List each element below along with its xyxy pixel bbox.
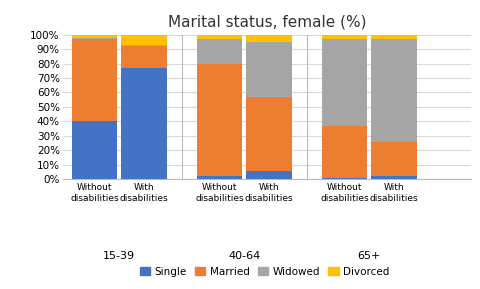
- Bar: [321, 126, 366, 178]
- Text: 65+: 65+: [357, 251, 380, 262]
- Bar: [321, 178, 366, 179]
- Bar: [321, 35, 366, 39]
- Bar: [121, 46, 167, 68]
- Bar: [371, 35, 416, 39]
- Legend: Single, Married, Widowed, Divorced: Single, Married, Widowed, Divorced: [135, 263, 393, 281]
- Bar: [371, 176, 416, 179]
- Bar: [246, 97, 291, 171]
- Text: 40-64: 40-64: [228, 251, 260, 262]
- Bar: [371, 39, 416, 142]
- Text: 15-39: 15-39: [103, 251, 135, 262]
- Title: Marital status, female (%): Marital status, female (%): [168, 14, 365, 29]
- Bar: [196, 35, 241, 39]
- Bar: [246, 171, 291, 179]
- Bar: [246, 42, 291, 97]
- Bar: [196, 64, 241, 176]
- Bar: [121, 35, 167, 45]
- Bar: [72, 38, 117, 39]
- Bar: [121, 68, 167, 179]
- Bar: [246, 35, 291, 42]
- Bar: [321, 39, 366, 126]
- Bar: [196, 176, 241, 179]
- Bar: [371, 142, 416, 176]
- Bar: [72, 35, 117, 38]
- Bar: [121, 45, 167, 46]
- Bar: [72, 121, 117, 179]
- Bar: [72, 39, 117, 121]
- Bar: [196, 39, 241, 64]
